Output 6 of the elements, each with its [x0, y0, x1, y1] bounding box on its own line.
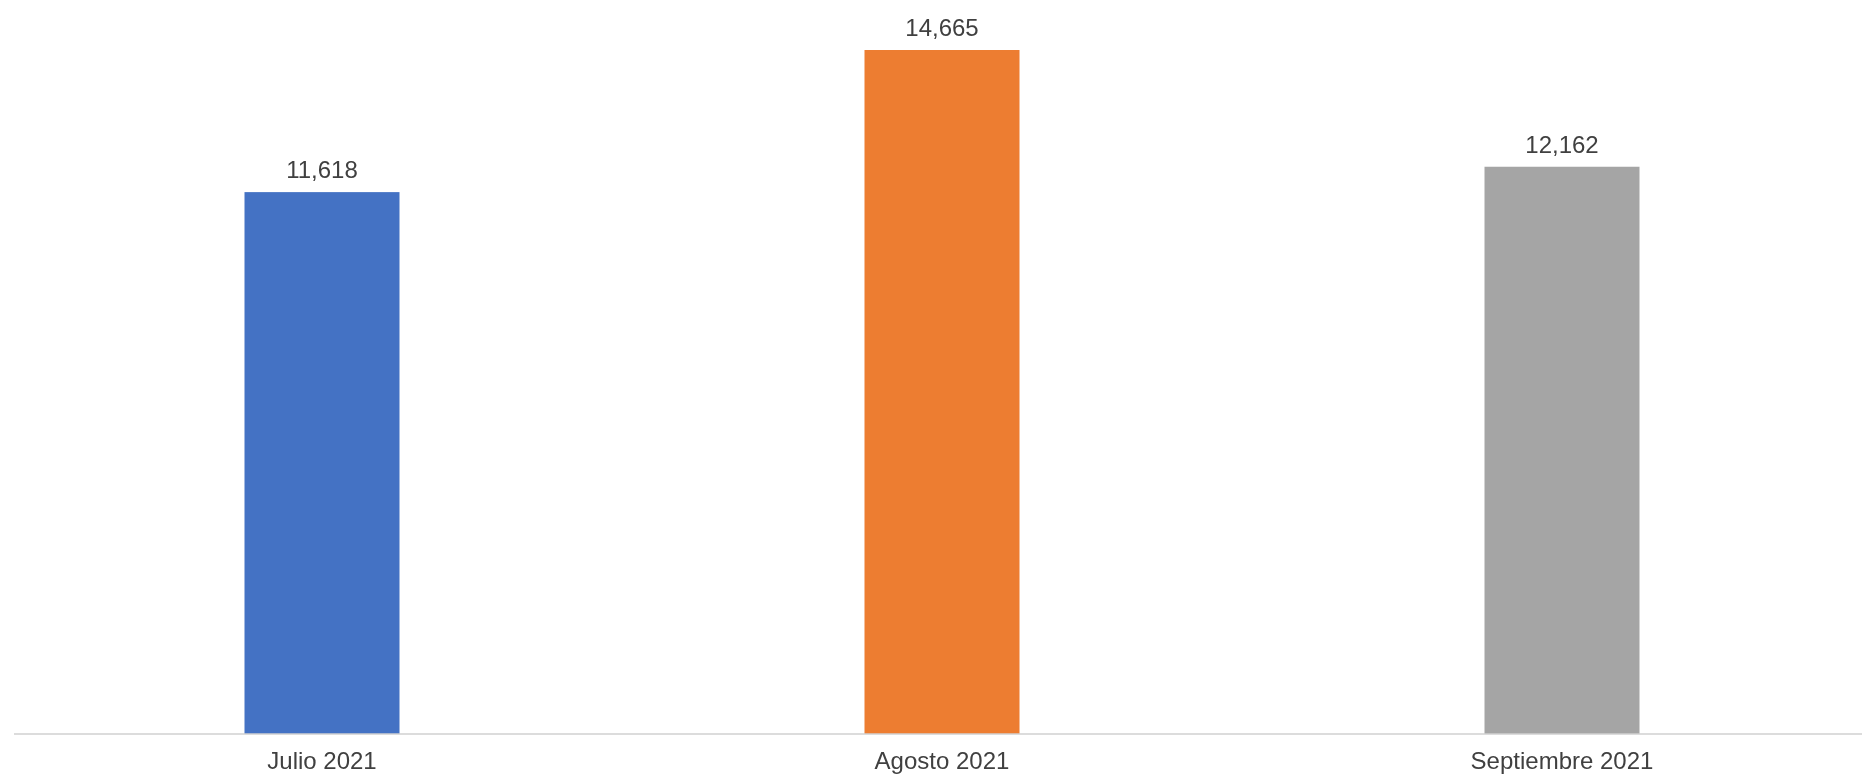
x-tick-label: Agosto 2021: [874, 747, 1010, 774]
data-label: 11,618: [286, 156, 358, 184]
x-tick-label: Septiembre 2021: [1470, 747, 1654, 774]
data-label: 14,665: [905, 14, 979, 41]
x-tick-label: Julio 2021: [267, 747, 377, 774]
data-label: 12,162: [1525, 130, 1599, 158]
